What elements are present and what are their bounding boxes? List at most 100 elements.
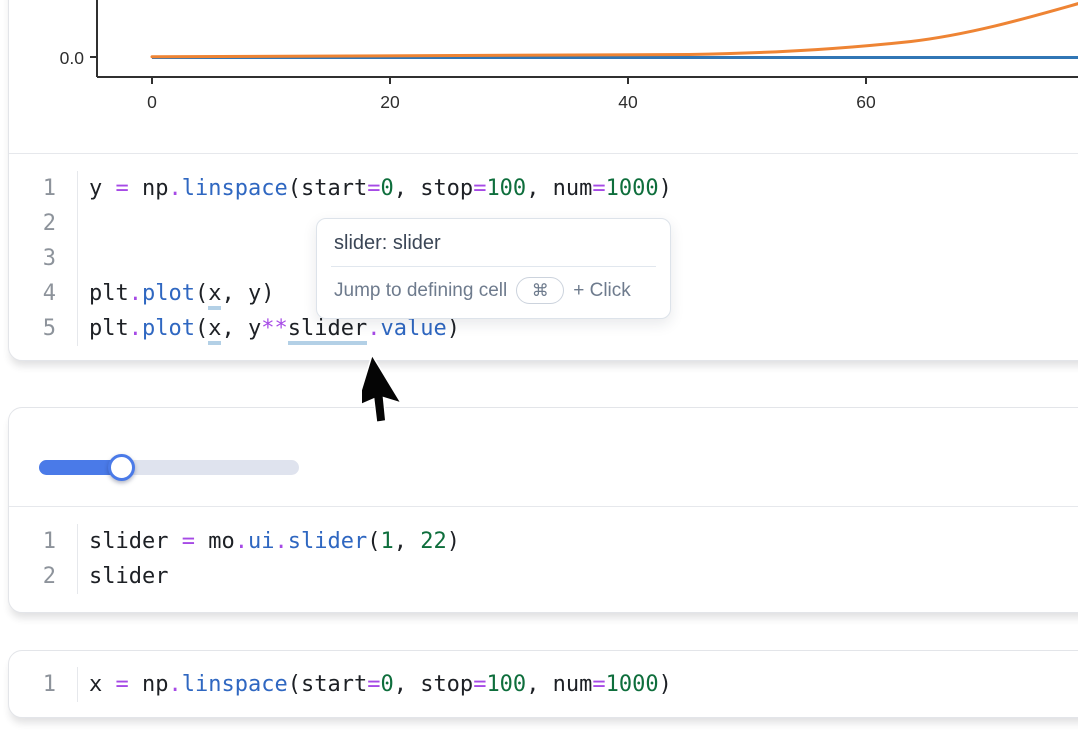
code-content[interactable]: slider bbox=[78, 559, 168, 594]
tooltip-title: slider: slider bbox=[334, 232, 441, 254]
code-token: , stop bbox=[393, 672, 474, 697]
code-token: = bbox=[115, 176, 129, 201]
variable-link-token[interactable]: x bbox=[208, 281, 222, 310]
code-token: plot bbox=[142, 281, 195, 306]
code-editor[interactable]: 1 slider = mo.ui.slider(1, 22) 2 slider bbox=[9, 506, 1078, 606]
code-line[interactable]: 2 slider bbox=[9, 559, 1078, 594]
code-token: , num bbox=[526, 176, 593, 201]
code-token: . bbox=[168, 672, 182, 697]
chart-xtick-label: 20 bbox=[380, 92, 400, 112]
code-content[interactable]: slider = mo.ui.slider(1, 22) bbox=[78, 524, 460, 559]
chart-xtick-label: 0 bbox=[147, 92, 157, 112]
code-line[interactable]: 3 bbox=[9, 241, 1078, 276]
line-number: 1 bbox=[9, 667, 78, 702]
code-token: . bbox=[128, 316, 142, 341]
chart-ytick-label: 0.0 bbox=[60, 48, 85, 68]
code-token: 22 bbox=[420, 529, 447, 554]
code-token: = bbox=[367, 176, 381, 201]
line-number: 2 bbox=[9, 206, 78, 241]
variable-link-token[interactable]: slider bbox=[287, 316, 368, 345]
code-token: = bbox=[592, 176, 606, 201]
variable-link-token[interactable]: x bbox=[208, 316, 222, 345]
code-token: = bbox=[115, 672, 129, 697]
variable-tooltip: slider: slider Jump to defining cell ⌘ +… bbox=[316, 218, 671, 319]
code-token: ( bbox=[194, 281, 209, 306]
code-token: 0 bbox=[380, 176, 394, 201]
line-number: 1 bbox=[9, 171, 78, 206]
line-number: 2 bbox=[9, 559, 78, 594]
code-token: . bbox=[168, 176, 182, 201]
code-token: slider bbox=[89, 529, 182, 554]
code-token: . bbox=[367, 316, 381, 341]
code-line[interactable]: 2 bbox=[9, 206, 1078, 241]
code-token: slider bbox=[89, 564, 169, 589]
code-token: , num bbox=[526, 672, 593, 697]
code-token: ) bbox=[446, 529, 460, 554]
code-content[interactable]: plt.plot(x, y**slider.value) bbox=[78, 311, 460, 346]
code-token: ) bbox=[658, 672, 672, 697]
code-token: value bbox=[380, 316, 447, 341]
code-token: linspace bbox=[181, 672, 288, 697]
tooltip-divider bbox=[331, 266, 656, 267]
slider-output bbox=[9, 408, 1078, 506]
code-token: 0 bbox=[380, 672, 394, 697]
code-token: plt bbox=[89, 281, 129, 306]
line-number: 4 bbox=[9, 276, 78, 311]
code-token: , y) bbox=[221, 281, 275, 306]
code-content[interactable]: x = np.linspace(start=0, stop=100, num=1… bbox=[78, 667, 672, 702]
code-token: . bbox=[274, 529, 288, 554]
chart-xtick-label: 40 bbox=[618, 92, 638, 112]
code-token: mo bbox=[194, 529, 235, 554]
code-token: np bbox=[128, 672, 169, 697]
code-token: ) bbox=[658, 176, 672, 201]
line-number: 3 bbox=[9, 241, 78, 276]
code-token: linspace bbox=[181, 176, 288, 201]
mouse-cursor-icon bbox=[362, 353, 403, 424]
code-token: ) bbox=[446, 316, 460, 341]
code-token: = bbox=[592, 672, 606, 697]
code-token: ( bbox=[367, 529, 381, 554]
code-token: x bbox=[89, 672, 116, 697]
code-token: 1000 bbox=[605, 176, 659, 201]
command-key-pill: ⌘ bbox=[516, 277, 565, 304]
code-token: np bbox=[128, 176, 169, 201]
line-number: 5 bbox=[9, 311, 78, 346]
code-line[interactable]: 1 slider = mo.ui.slider(1, 22) bbox=[9, 524, 1078, 559]
code-token: = bbox=[473, 672, 487, 697]
code-token: 100 bbox=[486, 176, 527, 201]
code-token: 1 bbox=[380, 529, 394, 554]
slider-fill bbox=[39, 460, 121, 475]
code-token: ( bbox=[194, 316, 209, 341]
tooltip-action-label: Jump to defining cell bbox=[334, 279, 508, 301]
slider-widget[interactable] bbox=[39, 453, 299, 481]
code-content[interactable]: y = np.linspace(start=0, stop=100, num=1… bbox=[78, 171, 672, 206]
slider-track[interactable] bbox=[39, 460, 299, 475]
chart-output: 0.0 0 20 40 60 bbox=[9, 0, 1078, 153]
chart-xtick-label: 60 bbox=[856, 92, 876, 112]
code-token: = bbox=[181, 529, 195, 554]
code-token: ** bbox=[261, 316, 288, 341]
matplotlib-chart: 0.0 0 20 40 60 bbox=[60, 0, 1078, 112]
code-token: plot bbox=[142, 316, 195, 341]
command-key-icon: ⌘ bbox=[531, 280, 549, 300]
code-token: (start bbox=[287, 672, 368, 697]
code-line[interactable]: 5 plt.plot(x, y**slider.value) bbox=[9, 311, 1078, 346]
code-line[interactable]: 4 plt.plot(x, y) bbox=[9, 276, 1078, 311]
code-token: . bbox=[234, 529, 248, 554]
code-token: , bbox=[393, 529, 421, 554]
tooltip-click-label: + Click bbox=[573, 279, 631, 301]
code-content[interactable]: plt.plot(x, y) bbox=[78, 276, 274, 311]
slider-thumb[interactable] bbox=[107, 454, 135, 481]
code-token: ui bbox=[247, 529, 275, 554]
code-token: = bbox=[367, 672, 381, 697]
code-token: , stop bbox=[393, 176, 474, 201]
code-token: 100 bbox=[486, 672, 527, 697]
code-token: 1000 bbox=[605, 672, 659, 697]
code-token: , y bbox=[221, 316, 262, 341]
